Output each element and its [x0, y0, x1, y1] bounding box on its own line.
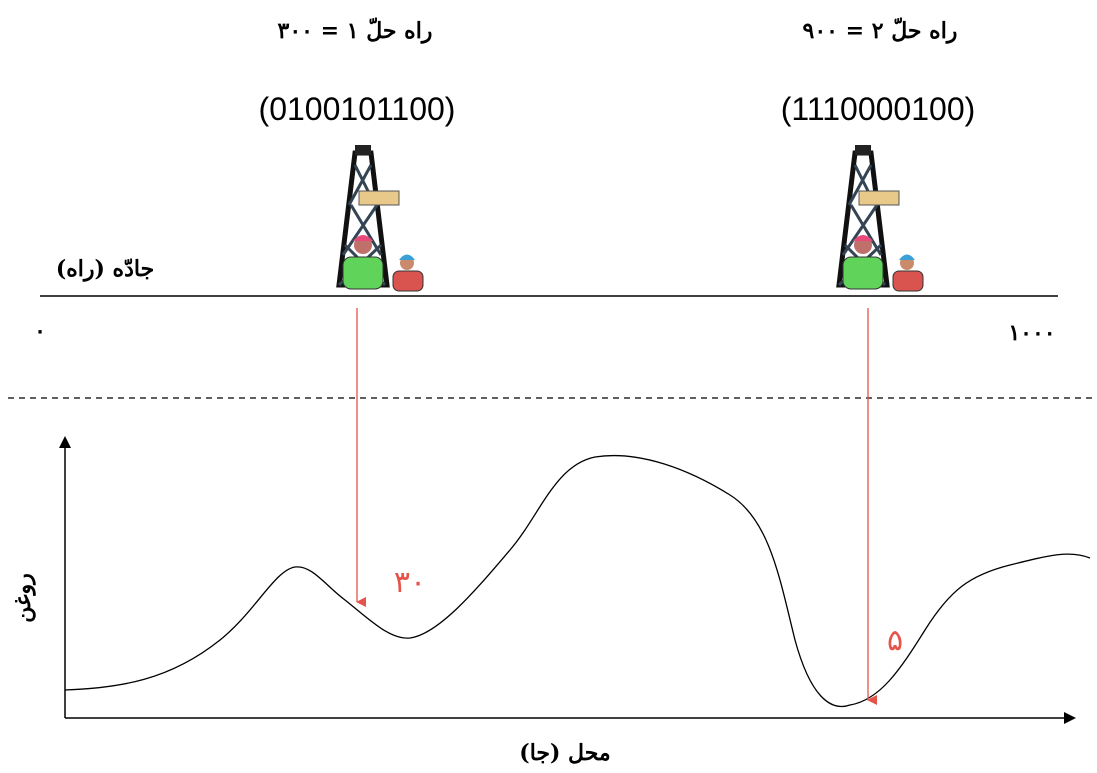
y-axis-label: روغن [10, 573, 36, 623]
oil-rig-icon [339, 145, 423, 291]
solution-code: (1110000100) [781, 91, 976, 127]
solution-label: راه حلّ ۲ = ۹۰۰ [803, 17, 958, 44]
road-end: ۱۰۰۰ [1008, 320, 1055, 346]
road-label: جادّه (راه) [56, 256, 154, 282]
oil-curve [64, 454, 1091, 708]
solution-label: راه حلّ ۱ = ۳۰۰ [278, 17, 433, 44]
solution-code: (0100101100) [259, 91, 456, 127]
oil-value: ۵ [887, 623, 903, 658]
x-axis-label: محل (جا) [519, 740, 610, 766]
oil-value: ۳۰ [394, 565, 426, 600]
road-start: ۰ [34, 318, 46, 344]
oil-rig-icon [839, 145, 923, 291]
